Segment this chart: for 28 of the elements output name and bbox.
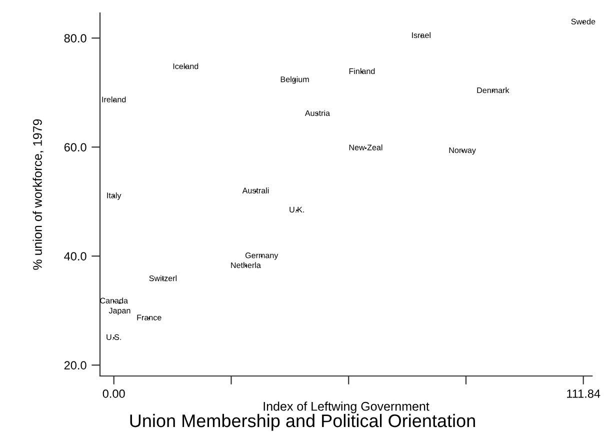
- y-tick-label: 80.0: [64, 34, 86, 42]
- data-label: Swede: [571, 18, 596, 24]
- y-tick-label: 60.0: [64, 143, 86, 152]
- data-label: Austria: [304, 110, 330, 116]
- data-label: Germany: [245, 252, 278, 260]
- y-tick-label: 40.0: [64, 252, 86, 260]
- data-label: Australi: [242, 187, 269, 194]
- data-label: Norway: [449, 147, 476, 155]
- data-label: Japan: [108, 308, 130, 316]
- data-label: Switzerl: [149, 275, 177, 282]
- y-tick-label: 20.0: [64, 361, 86, 370]
- data-label: Denmark: [477, 87, 510, 94]
- data-label: Ireland: [102, 96, 126, 102]
- data-label: Israel: [412, 32, 430, 38]
- text: Union Membership and Political Orientation: [130, 414, 475, 431]
- data-label: Finland: [349, 68, 375, 74]
- data-label: Iceland: [173, 63, 198, 70]
- x-tick-label: 111.84: [567, 390, 600, 398]
- data-label: Belgium: [280, 76, 309, 84]
- x-tick-label: 0.00: [102, 390, 125, 398]
- data-label: New Zeal: [349, 144, 382, 150]
- x-axis-title: Index of Leftwing Government: [264, 402, 430, 414]
- data-label: U.S.: [106, 334, 121, 340]
- y-axis-title: % union of workforce, 1979: [32, 119, 44, 270]
- data-label: France: [137, 314, 162, 320]
- data-label: U.K.: [290, 206, 304, 212]
- data-label: Italy: [107, 192, 122, 200]
- data-label: Netherla: [231, 262, 261, 268]
